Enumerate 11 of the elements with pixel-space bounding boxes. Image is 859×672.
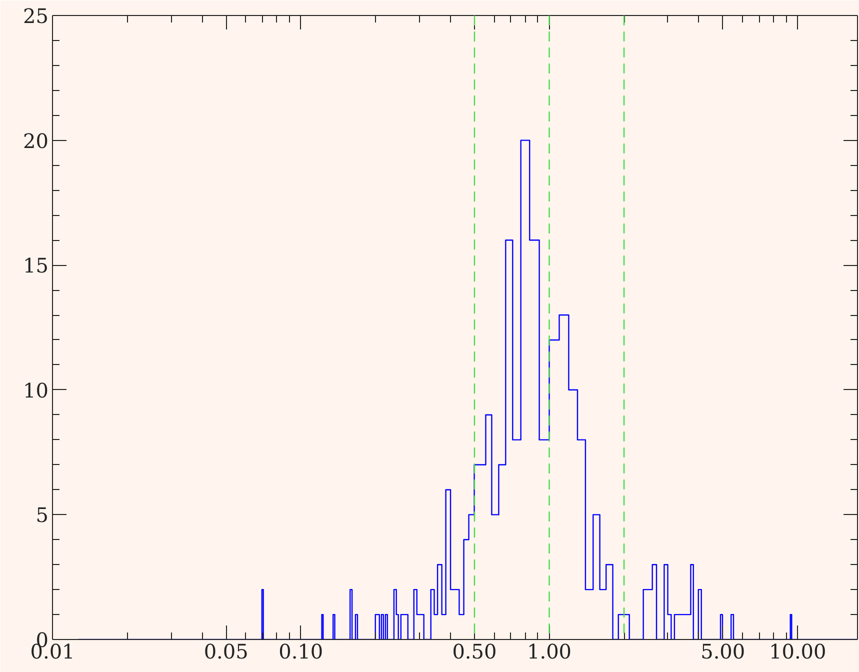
y-tick-label: 20	[23, 128, 49, 153]
x-tick-label: 0.50	[452, 640, 497, 664]
y-tick-label: 5	[36, 503, 49, 528]
y-tick-label: 15	[23, 254, 49, 278]
x-tick-label: 0.05	[204, 640, 248, 664]
x-tick-label: 5.00	[700, 640, 746, 664]
x-tick-label: 0.10	[278, 640, 324, 664]
x-tick-label: 1.00	[526, 640, 572, 664]
y-tick-label: 10	[23, 378, 49, 402]
y-tick-label: 25	[23, 4, 49, 28]
x-tick-label: 10.00	[769, 640, 826, 664]
